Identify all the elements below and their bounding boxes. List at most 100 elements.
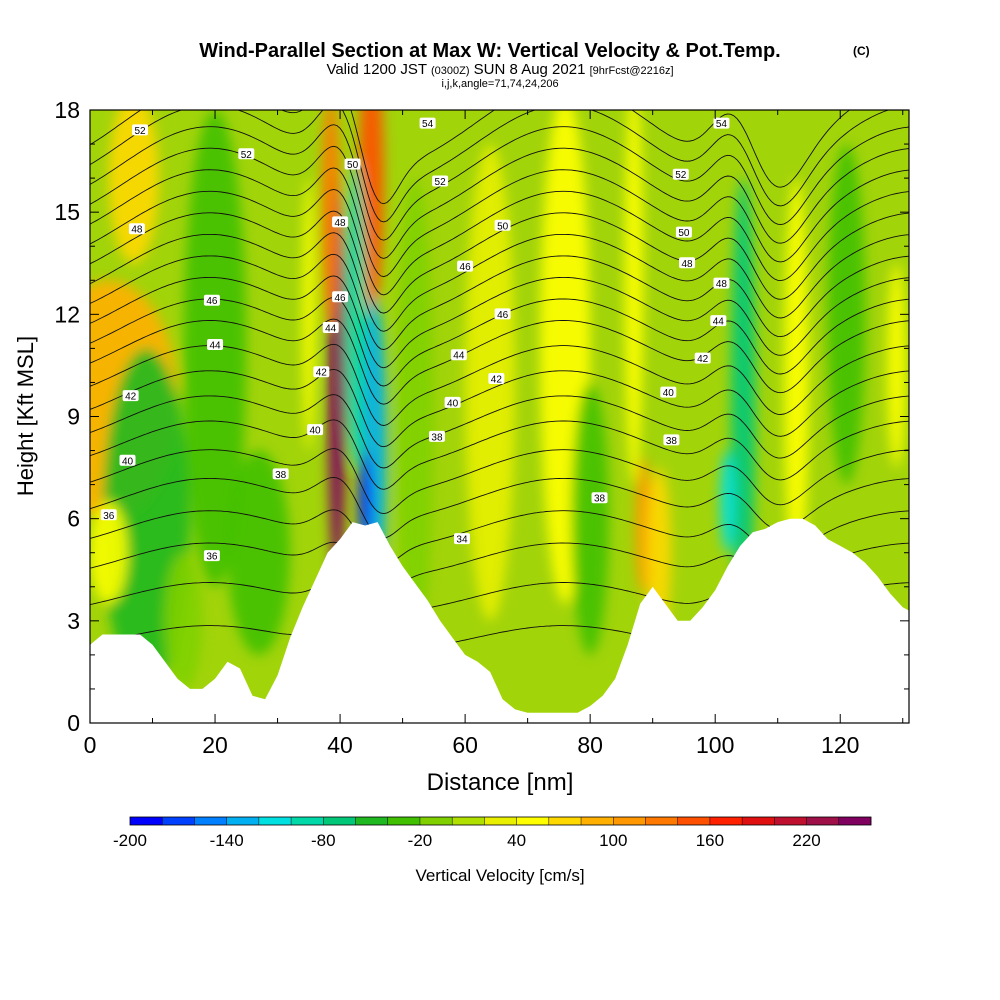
contour-label-text: 38: [666, 436, 678, 447]
contour-label-bg: [307, 424, 324, 436]
contour-label-bg: [313, 366, 330, 378]
contour-label-text: 36: [103, 511, 115, 522]
contour-label: 52: [132, 124, 149, 137]
colorbar-tick-label: -80: [311, 831, 336, 850]
contour-label-text: 48: [131, 225, 143, 236]
contour-label-text: 42: [491, 375, 503, 386]
contour-label-text: 54: [422, 119, 434, 130]
velocity-cell: [827, 144, 866, 485]
colorbar-tick-label: -20: [408, 831, 433, 850]
contour-label-bg: [591, 492, 608, 504]
isentrope-line: [90, 124, 909, 241]
contour-label-text: 50: [678, 228, 690, 239]
contour-label-bg: [453, 533, 470, 545]
contour-label-text: 38: [594, 494, 606, 505]
velocity-cell: [227, 450, 291, 655]
contour-label-bg: [100, 509, 117, 521]
contour-label-bg: [132, 124, 149, 136]
x-axis-label: Distance [nm]: [427, 769, 574, 796]
contour-label-text: 46: [335, 293, 347, 304]
colorbar-swatch: [774, 817, 807, 825]
contour-label-bg: [203, 550, 220, 562]
contour-label: 46: [332, 291, 349, 304]
colorbar-swatch: [548, 817, 582, 825]
contour-label-text: 34: [456, 535, 468, 546]
velocity-cell: [108, 110, 159, 264]
contour-label: 40: [307, 424, 324, 437]
contour-label-bg: [710, 315, 727, 327]
contour-label-text: 38: [275, 470, 287, 481]
contour-label-text: 46: [497, 310, 509, 321]
colorbar-swatch: [452, 817, 485, 825]
y-axis-label: Height [Kft MSL]: [13, 336, 38, 496]
contour-label: 40: [660, 386, 677, 399]
contour-label-bg: [494, 219, 511, 231]
colorbar-swatch: [323, 817, 356, 825]
y-tick-label: 9: [67, 404, 80, 430]
contour-label: 44: [207, 338, 224, 351]
colorbar-swatch: [130, 817, 163, 825]
colorbar-label: Vertical Velocity [cm/s]: [415, 866, 584, 885]
colorbar-swatch: [516, 817, 550, 825]
velocity-cell: [396, 178, 434, 655]
isentrope-line: [90, 110, 890, 223]
colorbar-tick-label: -200: [113, 831, 147, 850]
contour-label-text: 44: [209, 340, 221, 351]
contour-label: 44: [322, 321, 339, 334]
colorbar-swatch: [291, 817, 324, 825]
cross-section-params: i,j,k,angle=71,74,24,206: [441, 78, 558, 90]
contour-label: 36: [203, 550, 220, 563]
velocity-cell: [90, 501, 128, 604]
contour-label-text: 50: [347, 160, 359, 171]
colorbar-swatch: [484, 817, 517, 825]
contour-label-bg: [444, 396, 461, 408]
title-copyright-mark: (C): [853, 44, 870, 58]
chart-title: Wind-Parallel Section at Max W: Vertical…: [199, 40, 780, 62]
contour-label: 42: [122, 390, 139, 403]
contour-label: 52: [432, 175, 449, 188]
contour-label: 34: [453, 533, 470, 546]
colorbar-tick-label: 160: [696, 831, 724, 850]
contour-label-text: 38: [431, 432, 443, 443]
contour-label-bg: [344, 158, 361, 170]
contour-label-text: 40: [122, 456, 134, 467]
x-tick-label: 80: [577, 732, 603, 758]
colorbar-tick-label: 40: [507, 831, 526, 850]
contour-label: 48: [128, 223, 145, 236]
terrain-mask: [90, 518, 909, 723]
contour-label-bg: [119, 454, 136, 466]
velocity-cell: [783, 178, 809, 587]
contour-label-bg: [713, 277, 730, 289]
contour-label-text: 52: [241, 150, 253, 161]
contour-label: 54: [419, 117, 436, 130]
colorbar-swatch: [258, 817, 292, 825]
subtitle-utc: (0300Z): [431, 65, 470, 77]
contour-label: 38: [272, 468, 289, 481]
colorbar-swatch: [226, 817, 260, 825]
isentrope-line: [90, 167, 909, 278]
contour-label-text: 48: [335, 218, 347, 229]
contour-label-bg: [450, 349, 467, 361]
colorbar: -200 -140 -80 -20 40 100 160 220: [113, 816, 872, 850]
contour-label: 38: [591, 492, 608, 505]
contour-label-bg: [694, 352, 711, 364]
contour-label: 50: [494, 219, 511, 232]
x-tick-label: 120: [821, 732, 859, 758]
colorbar-tick-label: -140: [210, 831, 244, 850]
colorbar-frame: [129, 816, 872, 826]
colorbar-swatch: [709, 817, 743, 825]
contour-label: 46: [494, 308, 511, 321]
isentrope-line: [90, 343, 909, 426]
contour-label: 48: [713, 277, 730, 290]
contour-label-text: 42: [316, 368, 328, 379]
y-tick-label: 6: [67, 506, 80, 532]
contour-label: 42: [488, 373, 505, 386]
potential-temperature-contours: [90, 110, 909, 663]
contour-label-bg: [128, 223, 145, 235]
velocity-cell: [344, 161, 367, 468]
contour-label-bg: [432, 175, 449, 187]
contour-label: 44: [450, 349, 467, 362]
colorbar-swatch: [645, 817, 678, 825]
contour-label: 40: [444, 396, 461, 409]
